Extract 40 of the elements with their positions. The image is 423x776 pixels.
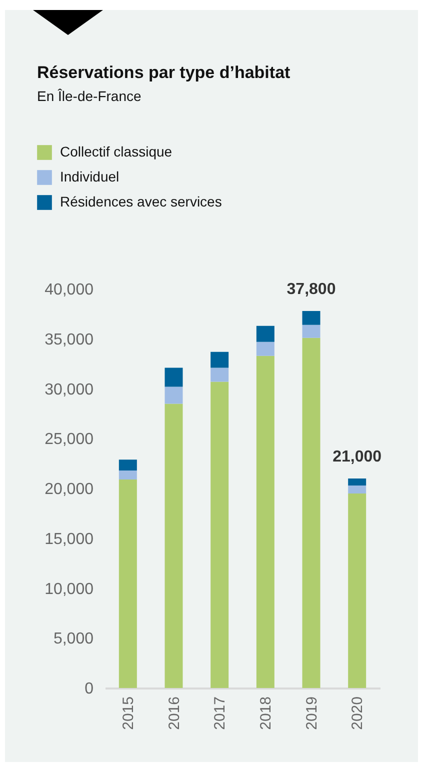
y-tick-label: 30,000 (44, 381, 94, 398)
bar (118, 480, 137, 688)
bar (164, 368, 183, 387)
x-tick-label: 2018 (257, 696, 274, 730)
bar (348, 486, 366, 494)
total-label: 37,800 (286, 280, 336, 298)
legend-label: Collectif classique (60, 144, 172, 160)
bar (302, 324, 320, 338)
bar (210, 368, 229, 382)
y-tick-label: 35,000 (44, 331, 94, 348)
legend-label: Individuel (60, 168, 120, 184)
bar (302, 338, 320, 688)
total-label: 21,000 (332, 448, 382, 466)
y-tick-label: 15,000 (44, 530, 94, 548)
bar (256, 356, 274, 688)
y-tick-label: 0 (84, 680, 94, 698)
x-tick-label: 2019 (303, 696, 320, 730)
x-tick-label: 2016 (166, 696, 183, 730)
y-tick-label: 5,000 (53, 630, 94, 648)
bar (256, 342, 274, 356)
bar (210, 382, 229, 688)
bar (210, 352, 229, 368)
x-tick-label: 2015 (120, 696, 137, 730)
x-tick-label: 2020 (349, 696, 366, 730)
x-tick-label: 2017 (212, 696, 229, 730)
bar (118, 470, 137, 480)
bar (164, 386, 183, 404)
y-tick-label: 40,000 (44, 282, 94, 298)
bar (348, 478, 366, 486)
y-tick-label: 10,000 (44, 580, 94, 598)
bar (348, 493, 366, 688)
bar (302, 310, 320, 325)
bar (164, 404, 183, 688)
bar (256, 326, 274, 342)
bar (118, 460, 137, 471)
chart-title: Réservations par type d’habitat (37, 63, 291, 82)
chart-subtitle: En Île-de-France (37, 88, 142, 104)
y-tick-label: 20,000 (44, 481, 94, 498)
y-tick-label: 25,000 (44, 431, 94, 448)
legend-label: Résidences avec services (60, 194, 222, 210)
